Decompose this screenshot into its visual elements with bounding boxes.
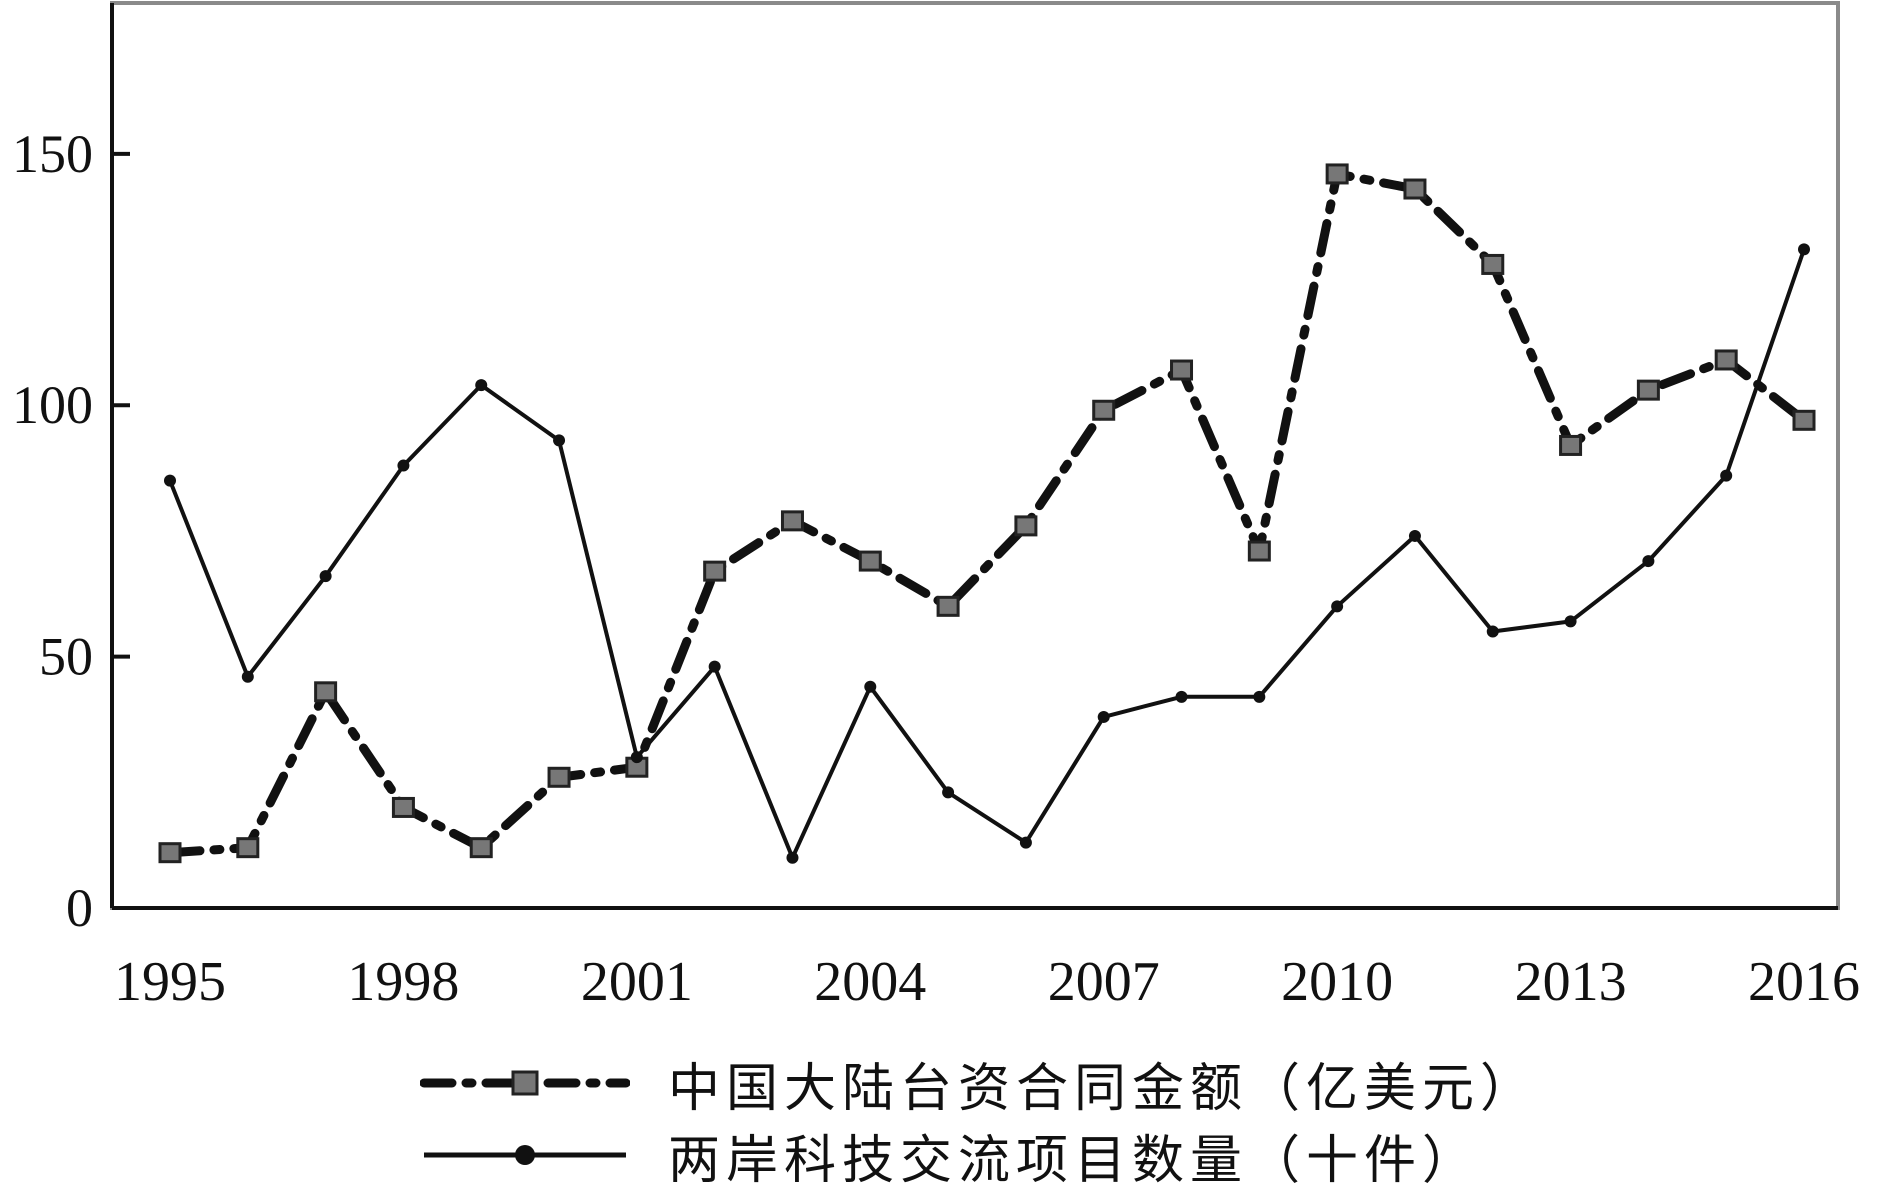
data-point: [158, 842, 182, 864]
x-axis-ticks: 1995 1998 2001 2004 2007 2010 2013 2016: [114, 951, 1860, 1013]
data-point: [1175, 690, 1188, 703]
legend-item-contract-amount: 中国大陆台资合同金额（亿美元）: [420, 1048, 1539, 1119]
y-tick-label: 150: [12, 124, 93, 184]
data-point: [469, 837, 493, 859]
data-point: [1014, 515, 1038, 537]
data-point: [1408, 529, 1421, 542]
data-point: [1481, 253, 1505, 275]
data-point: [864, 680, 877, 693]
y-tick-label: 0: [66, 878, 93, 938]
x-tick-label: 2010: [1281, 951, 1393, 1013]
data-point: [1792, 409, 1816, 431]
data-point: [858, 550, 882, 572]
data-point: [1019, 836, 1032, 849]
data-point: [630, 751, 643, 764]
data-point: [703, 560, 727, 582]
y-axis-ticks: 0 50 100 150: [12, 124, 130, 938]
data-point: [1798, 243, 1810, 256]
series-line: [168, 248, 1806, 860]
data-point: [786, 851, 799, 864]
data-point: [1092, 399, 1116, 421]
x-tick-label: 1998: [347, 951, 459, 1013]
data-point: [236, 837, 260, 859]
data-point: [1642, 555, 1655, 568]
legend-swatch-dashdot-icon: [420, 1070, 630, 1096]
data-point: [397, 459, 410, 472]
series-1: [158, 163, 1816, 864]
y-tick-label: 100: [12, 375, 93, 435]
data-point: [1564, 615, 1577, 628]
data-point: [1403, 178, 1427, 200]
data-point: [553, 434, 566, 447]
x-tick-label: 2004: [814, 951, 926, 1013]
data-point: [1559, 434, 1583, 456]
legend-item-exchange-projects: 两岸科技交流项目数量（十件）: [420, 1120, 1481, 1191]
legend-swatch-solid-icon: [424, 1145, 626, 1165]
data-point: [475, 379, 488, 392]
data-point: [241, 670, 254, 683]
data-point: [1325, 163, 1349, 185]
data-point: [1247, 540, 1271, 562]
x-tick-label: 2001: [581, 951, 693, 1013]
data-point: [780, 510, 804, 532]
data-point: [1170, 359, 1194, 381]
data-point: [1714, 349, 1738, 371]
legend-label: 两岸科技交流项目数量（十件）: [668, 1130, 1481, 1191]
data-point: [314, 681, 338, 703]
series-2: [164, 243, 1810, 864]
data-point: [164, 474, 176, 487]
data-point: [1097, 710, 1110, 723]
data-point: [936, 595, 960, 617]
data-point: [1486, 625, 1499, 638]
data-point: [547, 766, 571, 788]
legend-label: 中国大陆台资合同金额（亿美元）: [668, 1058, 1539, 1119]
y-tick-label: 50: [39, 627, 93, 687]
x-tick-label: 1995: [114, 951, 226, 1013]
x-tick-label: 2013: [1515, 951, 1627, 1013]
data-point: [1253, 690, 1266, 703]
series-layer: [158, 163, 1816, 864]
data-point: [1720, 469, 1733, 482]
x-tick-label: 2007: [1048, 951, 1160, 1013]
series-line: [165, 169, 1809, 858]
data-point: [391, 796, 415, 818]
data-point: [942, 786, 955, 799]
legend: 中国大陆台资合同金额（亿美元） 两岸科技交流项目数量（十件）: [420, 1048, 1720, 1198]
data-point: [319, 570, 332, 583]
x-tick-label: 2016: [1748, 951, 1860, 1013]
data-point: [708, 660, 721, 673]
data-point: [1636, 379, 1660, 401]
data-point: [1331, 600, 1344, 613]
